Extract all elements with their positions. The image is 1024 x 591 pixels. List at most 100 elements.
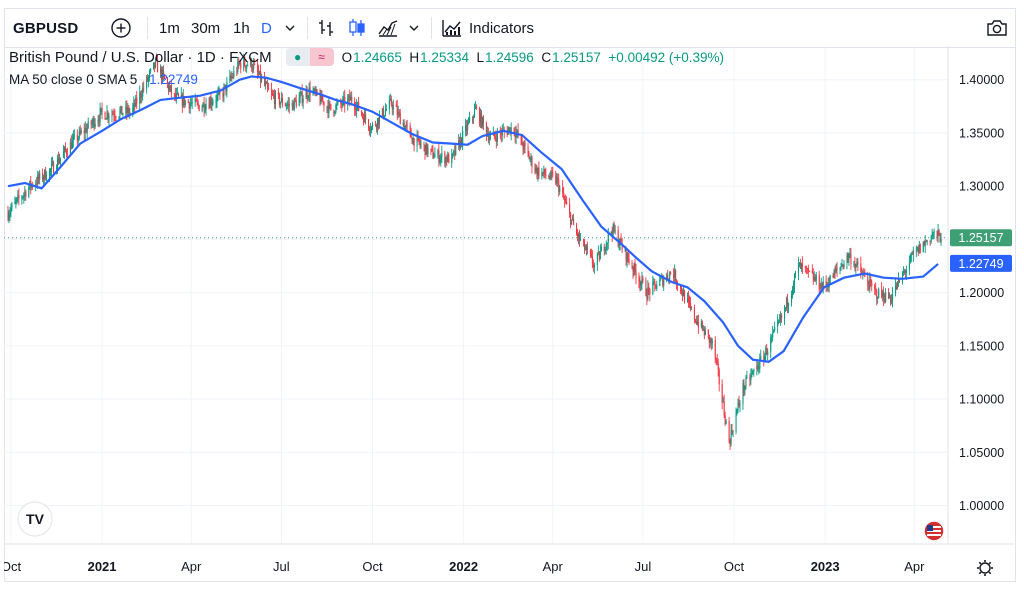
candle-body [437, 150, 439, 155]
legend-toggles[interactable]: ● ≈ [285, 48, 334, 66]
candle-body [266, 83, 269, 88]
candle-body [673, 273, 675, 278]
candle-body [780, 315, 782, 321]
candle-body [835, 268, 837, 272]
candle-body [543, 169, 545, 173]
candle-body [813, 277, 815, 281]
candle-body [383, 115, 385, 118]
candle-body [516, 130, 518, 133]
chart-style-dropdown[interactable] [408, 9, 420, 47]
candle-body [196, 101, 198, 103]
symbol-search[interactable]: GBPUSD [13, 19, 79, 37]
candle-body [600, 246, 602, 252]
candle-body [570, 212, 572, 225]
candle-body [811, 270, 813, 274]
candle-body [211, 103, 213, 105]
candle-body [684, 290, 686, 302]
candle-body [364, 113, 366, 123]
candle-body [660, 277, 662, 280]
candle-body [323, 101, 325, 107]
candle-body [682, 293, 684, 297]
candle-body [23, 194, 25, 197]
price-chart[interactable]: 1.450001.400001.350001.300001.250001.200… [4, 46, 1016, 591]
candle-body [905, 269, 907, 273]
candle-body [549, 178, 551, 179]
candle-body [854, 263, 856, 269]
bar-style-button[interactable] [316, 9, 336, 47]
price-axis: 1.450001.400001.350001.300001.250001.200… [959, 73, 1004, 513]
approx-icon[interactable]: ≈ [309, 48, 334, 66]
timeframe-30m[interactable]: 30m [191, 19, 221, 37]
candle-body [113, 114, 115, 117]
candles-layer [7, 53, 942, 450]
candle-body [65, 150, 68, 154]
candle-body [173, 93, 175, 95]
candle-body [749, 376, 751, 381]
candle-body [572, 218, 574, 220]
chevron-down-icon [409, 25, 419, 31]
candle-body [563, 192, 565, 199]
candles-style-button[interactable] [347, 9, 367, 47]
price-tick-label: 1.15000 [959, 339, 1004, 353]
ma-value: 1.22749 [149, 72, 198, 87]
candle-body [697, 321, 699, 328]
candle-body [743, 383, 745, 391]
price-tick-label: 1.20000 [959, 286, 1004, 300]
time-tick-label: 2023 [811, 559, 840, 574]
area-style-button[interactable] [377, 9, 399, 47]
time-tick-label: Oct [724, 559, 745, 574]
candle-body [889, 297, 891, 299]
timeframe-1m[interactable]: 1m [159, 19, 180, 37]
candle-body [765, 348, 767, 356]
candle-body [343, 96, 345, 99]
candle-body [57, 158, 60, 164]
candle-body [397, 111, 399, 116]
dot-icon[interactable]: ● [285, 48, 310, 66]
candle-body [791, 290, 794, 295]
candle-body [728, 420, 730, 442]
candle-body [855, 265, 857, 269]
candle-body [424, 144, 426, 155]
candle-body [154, 62, 156, 68]
candle-body [938, 230, 940, 235]
compare-symbol-button[interactable] [110, 9, 132, 47]
candle-body [641, 278, 643, 283]
candle-body [793, 274, 796, 286]
indicators-button[interactable]: Indicators [441, 9, 534, 47]
candle-body [902, 272, 905, 274]
snapshot-button[interactable] [985, 9, 1009, 47]
candle-body [150, 68, 152, 72]
candle-body [46, 178, 48, 180]
candle-body [496, 131, 498, 142]
candle-body [229, 75, 231, 82]
candle-body [215, 101, 217, 103]
candle-body [635, 270, 637, 279]
candle-body [190, 103, 192, 105]
candle-body [731, 430, 733, 433]
candle-body [647, 287, 649, 299]
candle-body [104, 112, 106, 120]
candle-body [885, 291, 887, 303]
candle-body [53, 162, 55, 173]
candle-body [482, 117, 485, 124]
candle-body [737, 402, 739, 410]
candle-body [730, 430, 732, 444]
candle-body [253, 63, 255, 70]
candle-body [97, 120, 99, 124]
timeframe-1h[interactable]: 1h [233, 19, 250, 37]
candle-body [469, 117, 471, 122]
candle-body [631, 262, 633, 268]
candle-body [7, 212, 9, 220]
timeframe-dropdown[interactable] [284, 9, 296, 47]
candle-body [940, 237, 942, 242]
candle-body [107, 112, 109, 118]
candle-body [847, 254, 849, 260]
candle-body [148, 76, 150, 81]
candle-body [180, 94, 182, 97]
candle-body [236, 71, 238, 73]
candle-body [87, 121, 89, 128]
candle-body [230, 75, 232, 79]
timeframe-d[interactable]: D [261, 19, 272, 37]
candle-body [598, 251, 600, 260]
candle-body [11, 203, 13, 209]
